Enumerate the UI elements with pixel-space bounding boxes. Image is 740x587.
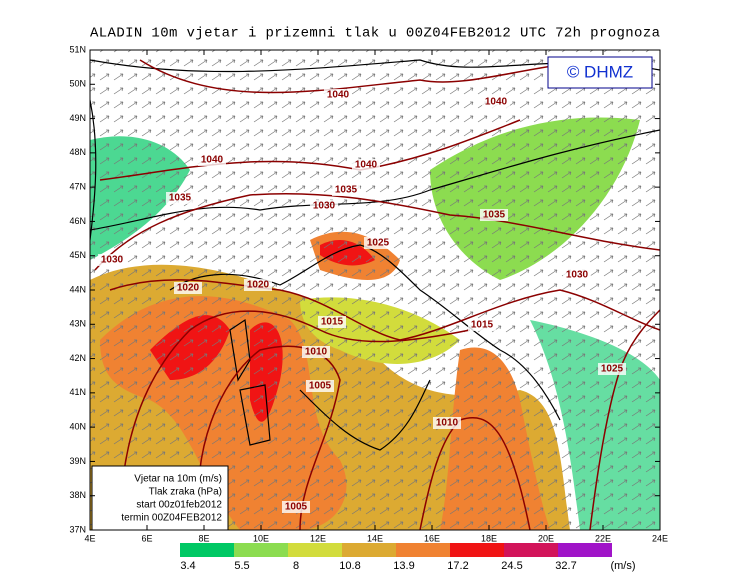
isobar-label-bg bbox=[198, 154, 226, 166]
overlay: 51N 50N 49N 48N 47N 46N 45N 44N 43N 42N 41N 40N 39N 3… bbox=[69, 44, 668, 572]
map-field bbox=[90, 50, 660, 530]
isobar-label: 1025 bbox=[367, 238, 390, 249]
lon-label: 24E bbox=[652, 533, 668, 543]
isobar-label: 1040 bbox=[327, 90, 350, 101]
lat-label: 39N bbox=[69, 456, 86, 466]
lon-label: 8E bbox=[198, 533, 209, 543]
isobar-label-bg bbox=[318, 316, 346, 328]
lat-label: 40N bbox=[69, 422, 86, 432]
colorbar-label: 32.7 bbox=[555, 560, 576, 572]
isobar-label-bg bbox=[302, 346, 330, 358]
lat-label: 43N bbox=[69, 319, 86, 329]
colorbar-swatch bbox=[396, 543, 450, 557]
colorbar-label: 10.8 bbox=[339, 560, 360, 572]
info-line: termin 00Z04FEB2012 bbox=[121, 513, 222, 524]
lat-label: 51N bbox=[69, 44, 86, 54]
isobar-label-bg bbox=[468, 319, 496, 331]
isobar-label-bg bbox=[482, 96, 510, 108]
isobar-label-bg bbox=[598, 363, 626, 375]
isobar-label-bg bbox=[433, 417, 461, 429]
colorbar-label: 13.9 bbox=[393, 560, 414, 572]
lat-label: 46N bbox=[69, 216, 86, 226]
isobar-label-bg bbox=[244, 279, 272, 291]
isobar-label: 1035 bbox=[169, 193, 192, 204]
isobar-label-bg bbox=[282, 501, 310, 513]
info-box bbox=[91, 465, 229, 531]
title: ALADIN 10m vjetar i prizemni tlak u 00Z0… bbox=[90, 26, 660, 42]
isobar-label: 1035 bbox=[483, 210, 506, 221]
isobar-label-bg bbox=[480, 209, 508, 221]
isobar-label-bg bbox=[324, 89, 352, 101]
colorbar-label: 8 bbox=[293, 560, 299, 572]
isobar-label-bg bbox=[332, 184, 360, 196]
isobar-label-bg bbox=[306, 380, 334, 392]
colorbar-label: 17.2 bbox=[447, 560, 468, 572]
isobar-label: 1030 bbox=[313, 201, 336, 212]
isobar-label: 1015 bbox=[471, 320, 494, 331]
isobar-label-bg bbox=[98, 254, 126, 266]
lon-label: 22E bbox=[595, 533, 611, 543]
lon-label: 6E bbox=[141, 533, 152, 543]
lon-label: 12E bbox=[310, 533, 326, 543]
isobar-label-bg bbox=[174, 282, 202, 294]
colorbar-label: 24.5 bbox=[501, 560, 522, 572]
info-line: Tlak zraka (hPa) bbox=[149, 487, 222, 498]
lon-label: 18E bbox=[481, 533, 497, 543]
isobar-label-bg bbox=[563, 269, 591, 281]
colorbar-swatch bbox=[558, 543, 612, 557]
isobar-label: 1040 bbox=[355, 160, 378, 171]
isobar-label-bg bbox=[310, 200, 338, 212]
lon-label: 4E bbox=[84, 533, 95, 543]
isobar-label: 1015 bbox=[321, 317, 344, 328]
colorbar-swatch bbox=[504, 543, 558, 557]
isobar-label: 1005 bbox=[309, 381, 332, 392]
lon-label: 20E bbox=[538, 533, 554, 543]
colorbar-swatch bbox=[288, 543, 342, 557]
lat-label: 44N bbox=[69, 284, 86, 294]
isobar-label: 1020 bbox=[177, 283, 200, 294]
isobar-label: 1010 bbox=[436, 418, 459, 429]
lat-label: 45N bbox=[69, 250, 86, 260]
isobar-label: 1005 bbox=[285, 502, 308, 513]
colorbar-swatch bbox=[234, 543, 288, 557]
isobar-label: 1030 bbox=[566, 270, 589, 281]
colorbar-swatch bbox=[342, 543, 396, 557]
isobar-label: 1035 bbox=[335, 185, 358, 196]
info-line: start 00z01feb2012 bbox=[136, 500, 222, 511]
isobar-label-bg bbox=[364, 237, 392, 249]
info-line: Vjetar na 10m (m/s) bbox=[134, 474, 222, 485]
lat-label: 41N bbox=[69, 387, 86, 397]
isobar-label: 1025 bbox=[601, 364, 624, 375]
logo-box bbox=[547, 56, 653, 89]
colorbar-unit: (m/s) bbox=[610, 560, 635, 572]
isobar-label: 1030 bbox=[101, 255, 124, 266]
lat-label: 47N bbox=[69, 182, 86, 192]
colorbar-swatch bbox=[450, 543, 504, 557]
logo: © DHMZ bbox=[567, 62, 633, 81]
isobar-label: 1010 bbox=[305, 347, 328, 358]
colorbar-swatch bbox=[180, 543, 234, 557]
lat-label: 50N bbox=[69, 79, 86, 89]
colorbar-label: 5.5 bbox=[234, 560, 249, 572]
lon-label: 16E bbox=[424, 533, 440, 543]
colorbar-label: 3.4 bbox=[180, 560, 195, 572]
lat-label: 42N bbox=[69, 353, 86, 363]
lon-label: 14E bbox=[367, 533, 383, 543]
isobar-label: 1020 bbox=[247, 280, 270, 291]
lat-label: 38N bbox=[69, 490, 86, 500]
lat-label: 37N bbox=[69, 524, 86, 534]
lat-label: 48N bbox=[69, 147, 86, 157]
isobar-label-bg bbox=[166, 192, 194, 204]
isobar-label: 1040 bbox=[485, 97, 508, 108]
lon-label: 10E bbox=[253, 533, 269, 543]
isobar-label: 1040 bbox=[201, 155, 224, 166]
isobar-label-bg bbox=[352, 159, 380, 171]
lat-label: 49N bbox=[69, 113, 86, 123]
